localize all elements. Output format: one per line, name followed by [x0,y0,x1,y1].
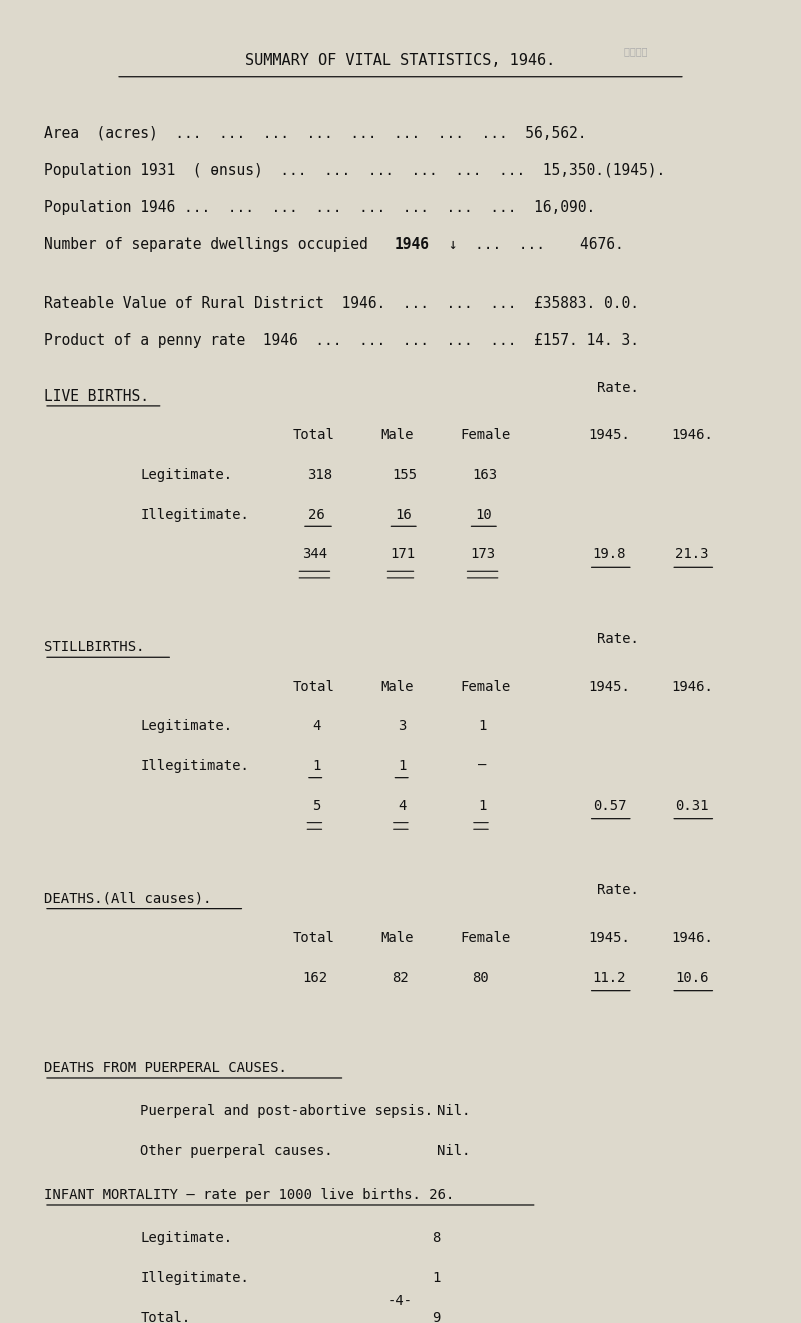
Text: Total: Total [292,429,334,442]
Text: 1945.: 1945. [589,680,630,693]
Text: 1: 1 [433,1271,441,1285]
Text: 1945.: 1945. [589,429,630,442]
Text: 1: 1 [478,799,486,812]
Text: ↓  ...  ...    4676.: ↓ ... ... 4676. [440,237,623,251]
Text: Male: Male [380,931,414,945]
Text: 10: 10 [475,508,492,521]
Text: Total: Total [292,680,334,693]
Text: ⬛⬛⬛⬛: ⬛⬛⬛⬛ [577,46,647,57]
Text: Illegitimate.: Illegitimate. [140,508,249,521]
Text: Female: Female [461,680,511,693]
Text: 11.2: 11.2 [593,971,626,984]
Text: 344: 344 [302,548,327,561]
Text: Total: Total [292,931,334,945]
Text: -4-: -4- [388,1294,413,1308]
Text: 1945.: 1945. [589,931,630,945]
Text: 1: 1 [398,759,406,773]
Text: Area  (acres)  ...  ...  ...  ...  ...  ...  ...  ...  56,562.: Area (acres) ... ... ... ... ... ... ...… [44,126,586,140]
Text: Illegitimate.: Illegitimate. [140,759,249,773]
Text: Nil.: Nil. [437,1105,470,1118]
Text: 19.8: 19.8 [593,548,626,561]
Text: Number of separate dwellings occupied: Number of separate dwellings occupied [44,237,376,251]
Text: Puerperal and post-abortive sepsis.: Puerperal and post-abortive sepsis. [140,1105,433,1118]
Text: 0.31: 0.31 [675,799,709,812]
Text: Male: Male [380,680,414,693]
Text: 5: 5 [312,799,320,812]
Text: DEATHS FROM PUERPERAL CAUSES.: DEATHS FROM PUERPERAL CAUSES. [44,1061,287,1074]
Text: 155: 155 [392,468,417,482]
Text: Population 1946 ...  ...  ...  ...  ...  ...  ...  ...  16,090.: Population 1946 ... ... ... ... ... ... … [44,200,595,214]
Text: 9: 9 [433,1311,441,1323]
Text: INFANT MORTALITY – rate per 1000 live births. 26.: INFANT MORTALITY – rate per 1000 live bi… [44,1188,454,1201]
Text: 16: 16 [395,508,412,521]
Text: Rate.: Rate. [597,381,638,394]
Text: SUMMARY OF VITAL STATISTICS, 1946.: SUMMARY OF VITAL STATISTICS, 1946. [245,53,556,67]
Text: Product of a penny rate  1946  ...  ...  ...  ...  ...  £157. 14. 3.: Product of a penny rate 1946 ... ... ...… [44,333,639,348]
Text: 82: 82 [392,971,409,984]
Text: 1: 1 [312,759,320,773]
Text: Female: Female [461,931,511,945]
Text: 171: 171 [390,548,415,561]
Text: 21.3: 21.3 [675,548,709,561]
Text: Female: Female [461,429,511,442]
Text: 4: 4 [398,799,406,812]
Text: —: — [478,759,486,773]
Text: Total.: Total. [140,1311,191,1323]
Text: 10.6: 10.6 [675,971,709,984]
Text: Legitimate.: Legitimate. [140,1232,232,1245]
Text: 1: 1 [478,720,486,733]
Text: 0.57: 0.57 [593,799,626,812]
Text: Male: Male [380,429,414,442]
Text: Legitimate.: Legitimate. [140,720,232,733]
Text: 8: 8 [433,1232,441,1245]
Text: STILLBIRTHS.: STILLBIRTHS. [44,640,144,654]
Text: 318: 318 [307,468,332,482]
Text: Population 1931  ( ɵnsus)  ...  ...  ...  ...  ...  ...  15,350.(1945).: Population 1931 ( ɵnsus) ... ... ... ...… [44,163,666,177]
Text: 4: 4 [312,720,320,733]
Text: 80: 80 [473,971,489,984]
Text: Rateable Value of Rural District  1946.  ...  ...  ...  £35883. 0.0.: Rateable Value of Rural District 1946. .… [44,296,639,311]
Text: Legitimate.: Legitimate. [140,468,232,482]
Text: DEATHS.(All causes).: DEATHS.(All causes). [44,892,211,905]
Text: 1946: 1946 [395,237,430,251]
Text: 1946.: 1946. [671,931,713,945]
Text: Rate.: Rate. [597,884,638,897]
Text: 1946.: 1946. [671,680,713,693]
Text: 173: 173 [470,548,495,561]
Text: Illegitimate.: Illegitimate. [140,1271,249,1285]
Text: 26: 26 [308,508,325,521]
Text: 163: 163 [473,468,497,482]
Text: 1946.: 1946. [671,429,713,442]
Text: 162: 162 [302,971,327,984]
Text: Nil.: Nil. [437,1144,470,1158]
Text: 3: 3 [398,720,406,733]
Text: LIVE BIRTHS.: LIVE BIRTHS. [44,389,149,404]
Text: Other puerperal causes.: Other puerperal causes. [140,1144,332,1158]
Text: Rate.: Rate. [597,632,638,646]
